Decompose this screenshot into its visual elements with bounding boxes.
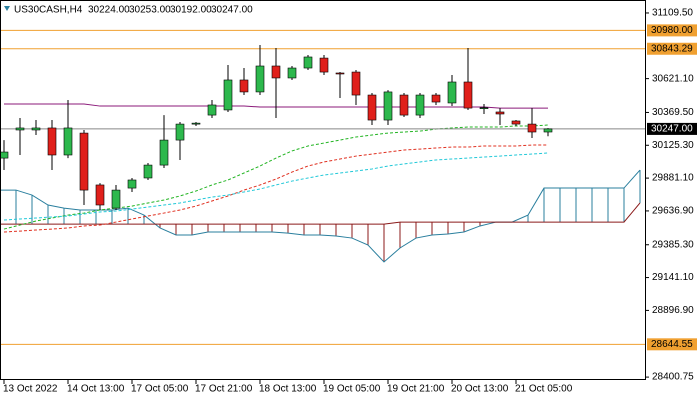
candle-body	[95, 184, 105, 206]
header-icon	[4, 6, 10, 11]
candle-body	[495, 111, 505, 115]
candle-body	[79, 132, 89, 191]
y-tick-label: 28896.90	[652, 305, 694, 316]
x-tick-label: 20 Oct 13:00	[451, 384, 509, 395]
x-tick-label: 18 Oct 13:00	[259, 384, 317, 395]
moving-average	[3, 144, 548, 233]
candle-body	[479, 107, 489, 109]
x-tick-label: 21 Oct 05:00	[515, 384, 573, 395]
candle-body	[127, 179, 137, 189]
candle-body	[47, 127, 57, 156]
candle-body	[399, 94, 409, 116]
plot-frame	[0, 0, 646, 380]
level-label-box	[647, 338, 697, 351]
candle-body	[447, 81, 457, 104]
y-tick-label: 29385.30	[652, 239, 694, 250]
candle-body	[431, 94, 441, 103]
level-label: 28644.55	[651, 339, 693, 350]
candle-body	[175, 123, 185, 141]
x-tick-label: 17 Oct 21:00	[195, 384, 253, 395]
candle-body	[111, 189, 121, 209]
y-tick-label: 30125.30	[652, 140, 694, 151]
header-value: 30253.00	[129, 5, 171, 16]
level-label: 30843.29	[651, 43, 693, 54]
cloud-span-b	[0, 202, 641, 225]
candle-body	[367, 94, 377, 121]
candle-body	[543, 128, 553, 133]
candle-body	[527, 123, 537, 133]
x-tick-label: 17 Oct 05:00	[131, 384, 189, 395]
level-label-box	[647, 42, 697, 55]
candle-body	[15, 127, 25, 131]
candle-body	[351, 71, 361, 96]
current-price-box	[647, 122, 697, 135]
candle-body	[463, 81, 473, 109]
candle-body	[223, 79, 233, 111]
y-tick-label: 30369.50	[652, 107, 694, 118]
cloud-span-a	[0, 169, 641, 263]
plot-area	[0, 29, 645, 345]
x-tick-label: 14 Oct 13:00	[67, 384, 125, 395]
candle-body	[0, 151, 9, 159]
candle-body	[159, 139, 169, 166]
y-tick-label: 29636.90	[652, 206, 694, 217]
x-tick-label: 19 Oct 05:00	[323, 384, 381, 395]
x-tick-label: 13 Oct 2022	[3, 384, 58, 395]
candle-body	[31, 127, 41, 131]
candle-body	[271, 65, 281, 79]
candle-body	[63, 127, 73, 156]
header-value: 30192.00	[170, 5, 212, 16]
header-value: 30247.00	[211, 5, 253, 16]
candle-body	[239, 79, 249, 93]
candle-body	[511, 120, 521, 125]
candle-body	[383, 91, 393, 121]
symbol: US30CASH,H4	[14, 5, 83, 16]
y-tick-label: 31109.50	[652, 8, 693, 19]
candle-body	[319, 57, 329, 73]
header-value: 30224.00	[88, 5, 130, 16]
y-tick-label: 29881.10	[652, 173, 694, 184]
level-label-box	[647, 24, 697, 37]
candle-body	[415, 94, 425, 116]
y-tick-label: 30621.10	[652, 73, 694, 84]
x-tick-label: 19 Oct 21:00	[387, 384, 445, 395]
candle-body	[207, 104, 217, 116]
candle-body	[255, 65, 265, 93]
candle-body	[143, 164, 153, 179]
y-tick-label: 29141.10	[652, 272, 694, 283]
candle-body	[191, 122, 201, 125]
moving-average	[3, 152, 549, 221]
candle-body	[335, 72, 345, 75]
candle-body	[287, 67, 297, 79]
y-tick-label: 28400.75	[652, 372, 694, 383]
level-label: 30980.00	[651, 25, 693, 36]
candle-body	[303, 56, 313, 69]
current-price-label: 30247.00	[651, 124, 693, 135]
moving-average	[3, 124, 549, 230]
